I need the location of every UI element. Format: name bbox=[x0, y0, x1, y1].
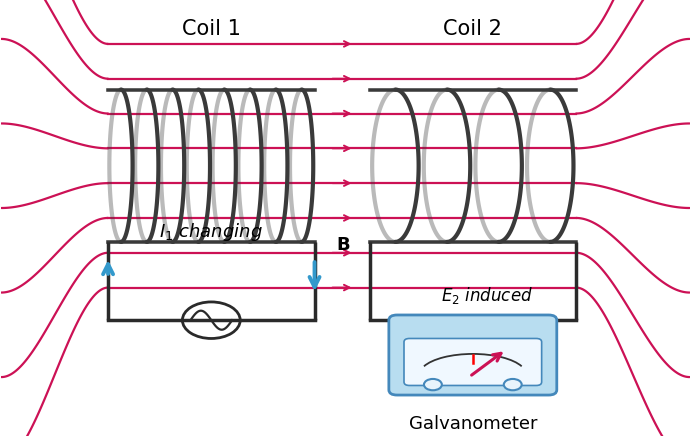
Text: $E_2$ induced: $E_2$ induced bbox=[441, 284, 533, 305]
Text: $I_1$ changing: $I_1$ changing bbox=[160, 220, 263, 243]
Text: Coil 2: Coil 2 bbox=[444, 19, 502, 39]
Text: B: B bbox=[337, 236, 350, 254]
Text: Coil 1: Coil 1 bbox=[182, 19, 240, 39]
Text: Galvanometer: Galvanometer bbox=[408, 414, 537, 432]
FancyBboxPatch shape bbox=[389, 315, 557, 395]
FancyBboxPatch shape bbox=[404, 339, 542, 385]
Circle shape bbox=[504, 379, 522, 390]
Circle shape bbox=[424, 379, 442, 390]
